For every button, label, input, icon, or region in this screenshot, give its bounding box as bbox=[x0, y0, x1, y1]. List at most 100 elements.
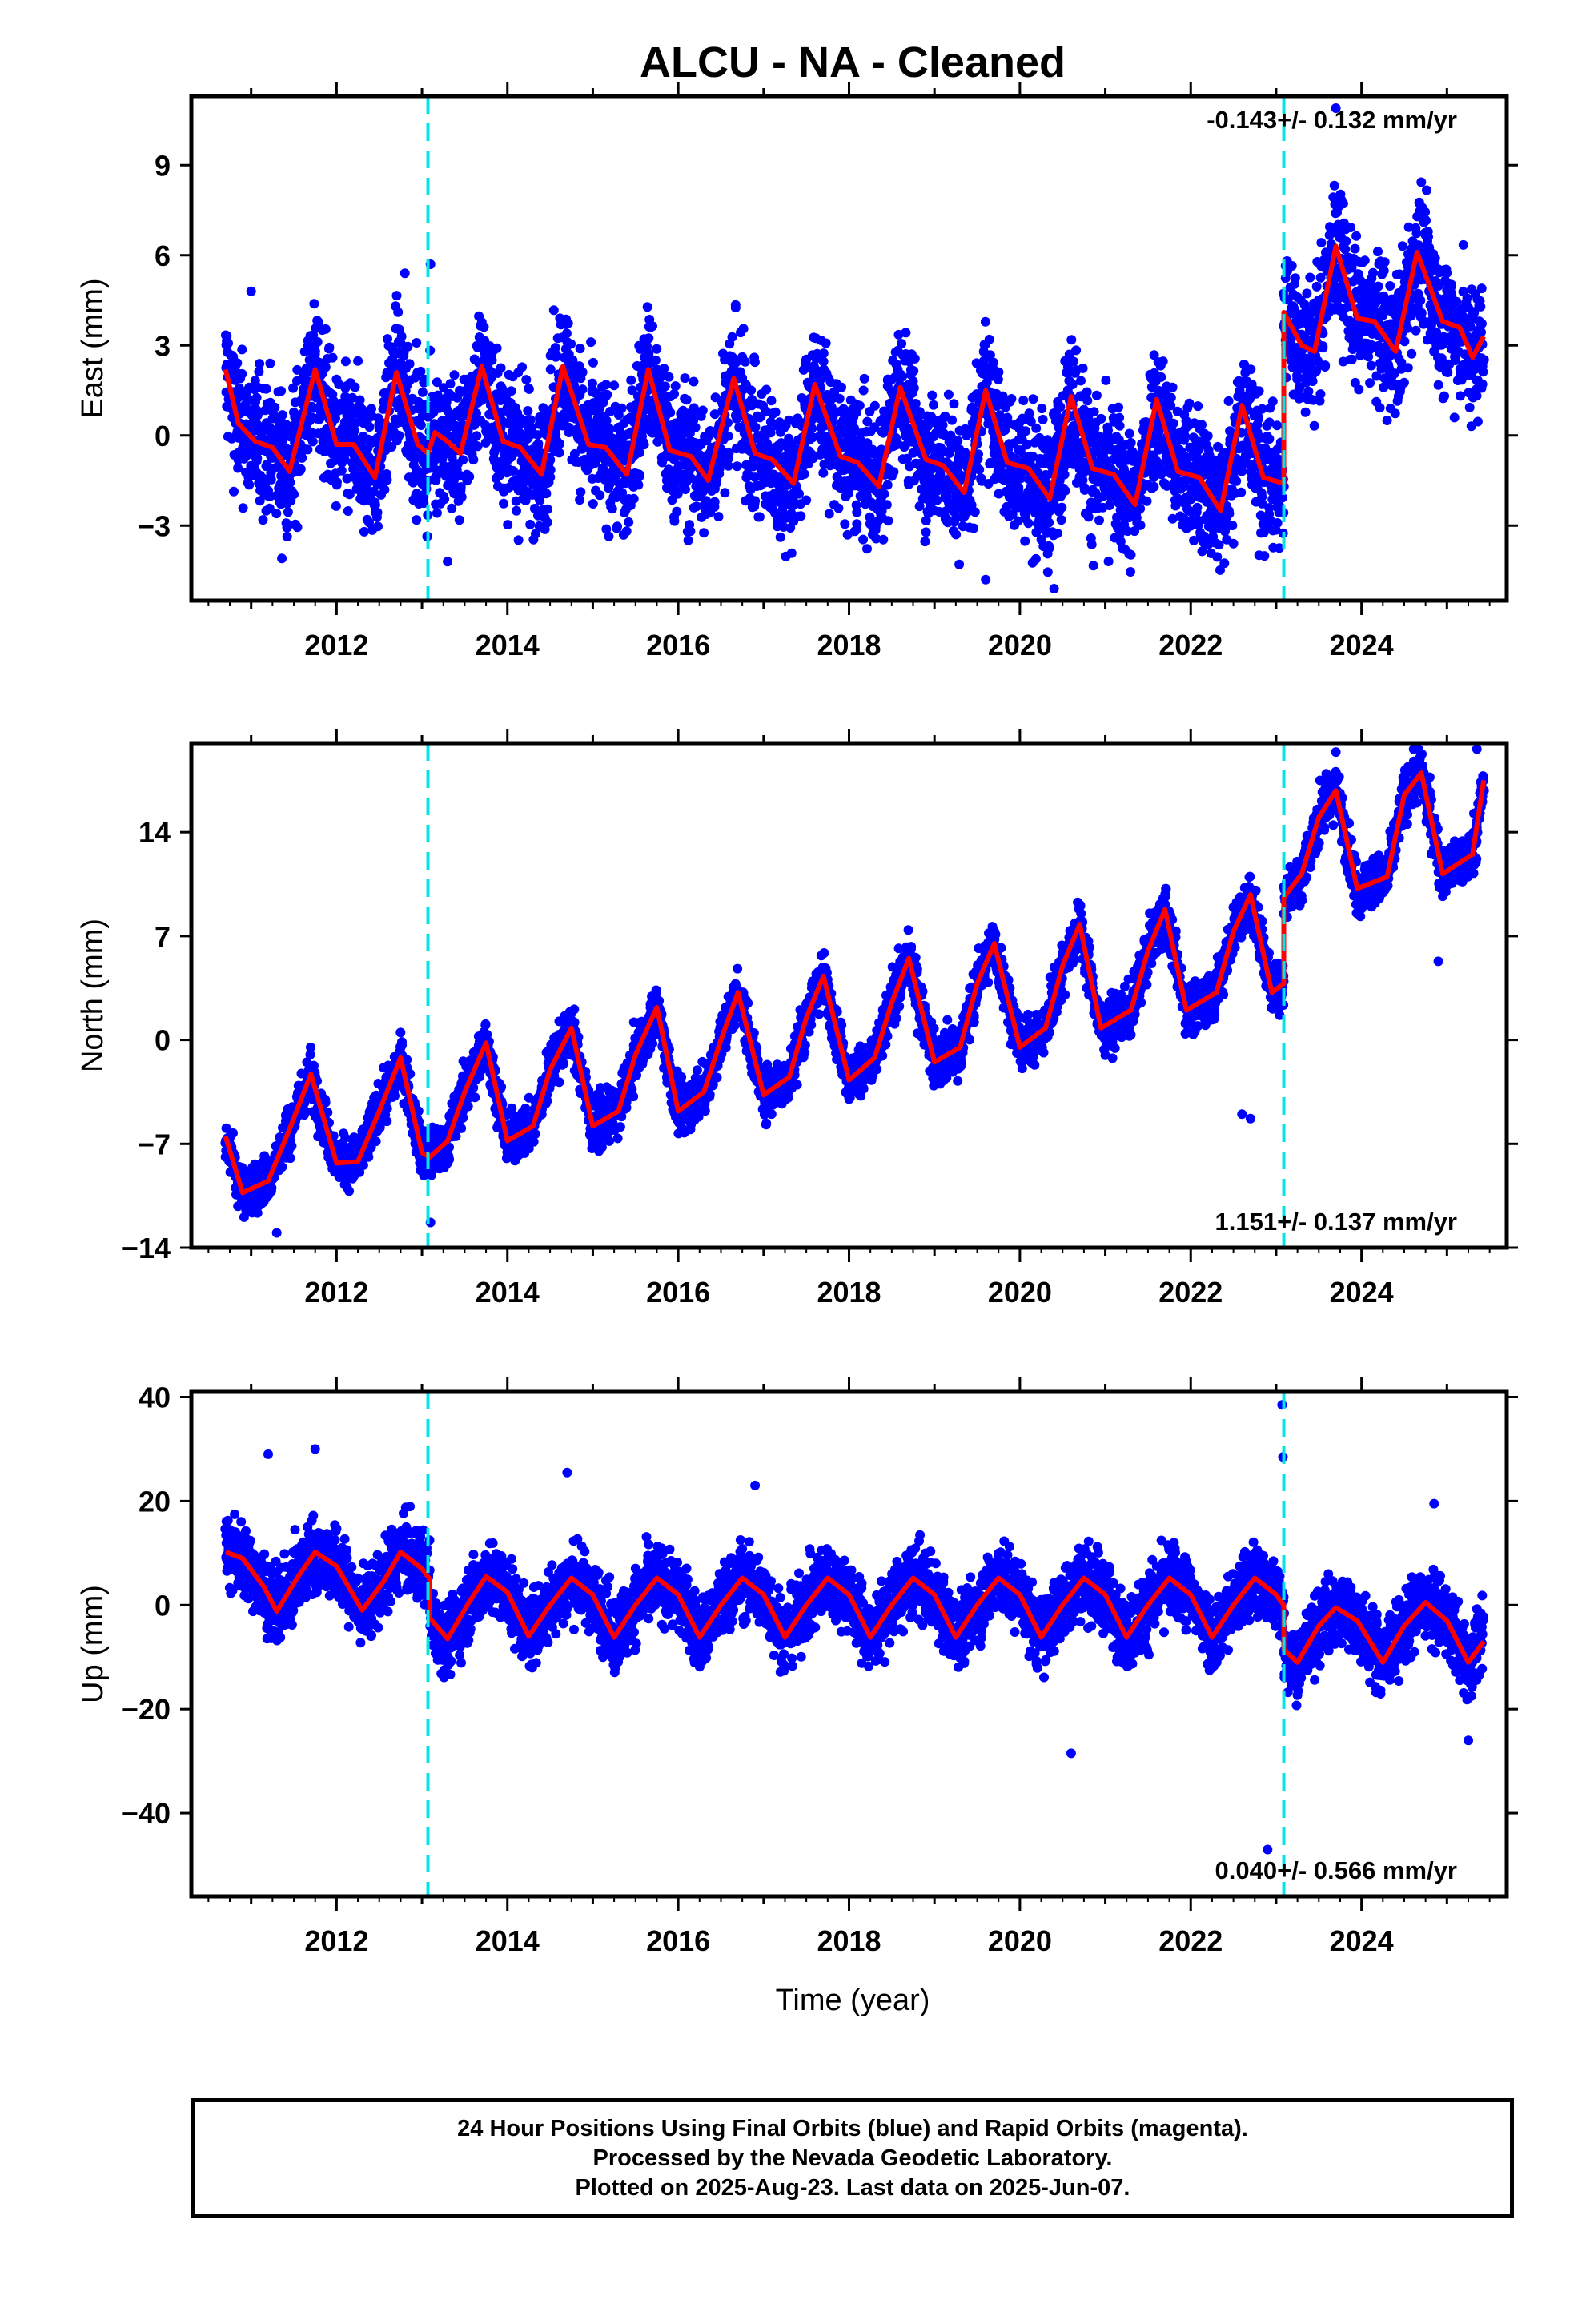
east-data-point bbox=[595, 490, 605, 501]
east-data-point bbox=[1212, 552, 1223, 562]
east-data-point bbox=[468, 455, 479, 465]
east-data-point bbox=[550, 343, 560, 353]
east-data-point bbox=[1257, 492, 1267, 502]
east-data-point bbox=[633, 480, 644, 490]
east-data-point bbox=[770, 407, 781, 417]
east-data-point bbox=[1149, 350, 1159, 360]
east-scatter-points bbox=[221, 103, 1489, 593]
east-data-point bbox=[1168, 418, 1178, 428]
east-data-point bbox=[255, 496, 265, 506]
east-data-point bbox=[472, 431, 482, 441]
east-data-point bbox=[1076, 376, 1086, 386]
east-data-point bbox=[837, 382, 846, 392]
east-data-point bbox=[416, 420, 426, 430]
east-data-point bbox=[1289, 304, 1299, 314]
east-data-point bbox=[1197, 546, 1207, 557]
east-data-point bbox=[862, 438, 873, 448]
east-data-point bbox=[1236, 487, 1247, 497]
east-data-point bbox=[1307, 376, 1318, 386]
east-data-point bbox=[697, 405, 708, 416]
east-data-point bbox=[1052, 528, 1062, 538]
east-data-point bbox=[513, 535, 524, 545]
east-data-point bbox=[732, 461, 742, 472]
east-data-point bbox=[551, 350, 561, 360]
east-data-point bbox=[454, 515, 464, 525]
east-data-point bbox=[525, 519, 536, 529]
east-data-point bbox=[1403, 222, 1414, 232]
east-data-point bbox=[1060, 485, 1070, 496]
east-data-point bbox=[994, 489, 1004, 499]
east-data-point bbox=[665, 408, 676, 418]
east-data-point bbox=[265, 358, 275, 368]
east-data-point bbox=[372, 507, 383, 517]
east-data-point bbox=[1431, 327, 1442, 337]
east-data-point bbox=[858, 534, 869, 545]
east-data-point bbox=[1082, 396, 1093, 406]
east-data-point bbox=[750, 422, 761, 432]
east-data-point bbox=[1413, 240, 1423, 251]
east-data-point bbox=[456, 492, 467, 502]
east-data-point bbox=[512, 505, 521, 516]
east-data-point bbox=[1272, 420, 1283, 431]
east-data-point bbox=[709, 497, 720, 507]
east-data-point bbox=[1264, 417, 1275, 428]
east-data-point bbox=[391, 291, 402, 301]
east-data-point bbox=[1167, 382, 1178, 392]
east-data-point bbox=[314, 317, 324, 328]
east-data-point bbox=[1373, 247, 1383, 257]
east-data-point bbox=[954, 559, 965, 569]
east-data-point bbox=[998, 391, 1008, 401]
east-data-point bbox=[292, 376, 302, 386]
east-data-point bbox=[879, 489, 889, 499]
east-data-point bbox=[761, 384, 772, 395]
east-data-point bbox=[289, 489, 299, 500]
east-data-point bbox=[807, 423, 817, 433]
east-data-point bbox=[1044, 541, 1054, 551]
east-data-point bbox=[533, 441, 543, 452]
east-data-point bbox=[1351, 231, 1362, 241]
east-data-point bbox=[575, 344, 585, 354]
east-data-point bbox=[869, 400, 880, 411]
east-data-point bbox=[1214, 540, 1224, 550]
east-data-point bbox=[1433, 281, 1443, 292]
east-data-point bbox=[229, 486, 239, 497]
east-data-point bbox=[897, 339, 907, 349]
east-data-point bbox=[1407, 348, 1417, 359]
east-data-point bbox=[1066, 335, 1077, 345]
east-data-point bbox=[432, 377, 442, 388]
east-data-point bbox=[312, 336, 323, 347]
east-data-point bbox=[601, 524, 612, 534]
east-data-point bbox=[1359, 255, 1370, 266]
east-data-point bbox=[1235, 385, 1245, 396]
east-data-point bbox=[1290, 273, 1300, 283]
east-data-point bbox=[1114, 402, 1123, 412]
east-data-point bbox=[1020, 536, 1030, 546]
east-data-point bbox=[833, 503, 844, 513]
east-data-point bbox=[545, 364, 556, 375]
east-data-point bbox=[1088, 561, 1098, 571]
east-data-point bbox=[829, 387, 839, 397]
east-data-point bbox=[569, 448, 580, 459]
east-data-point bbox=[980, 316, 990, 327]
east-data-point bbox=[1022, 440, 1032, 450]
east-data-point bbox=[775, 532, 785, 542]
east-data-point bbox=[730, 300, 741, 310]
east-data-point bbox=[447, 452, 457, 463]
east-data-point bbox=[709, 409, 720, 420]
east-data-point bbox=[417, 387, 428, 397]
east-data-point bbox=[464, 472, 475, 482]
east-data-point bbox=[1126, 567, 1135, 577]
east-data-point bbox=[1167, 513, 1178, 524]
east-data-point bbox=[447, 503, 457, 513]
east-data-point bbox=[910, 399, 921, 408]
east-data-point bbox=[914, 501, 925, 512]
east-data-point bbox=[307, 436, 318, 447]
east-data-point bbox=[740, 356, 750, 367]
east-data-point bbox=[642, 302, 652, 312]
east-data-point bbox=[1416, 177, 1427, 187]
east-data-point bbox=[271, 509, 282, 519]
east-data-point bbox=[1197, 420, 1207, 430]
east-data-point bbox=[1411, 325, 1421, 336]
east-data-point bbox=[576, 487, 586, 497]
east-data-point bbox=[988, 357, 998, 368]
